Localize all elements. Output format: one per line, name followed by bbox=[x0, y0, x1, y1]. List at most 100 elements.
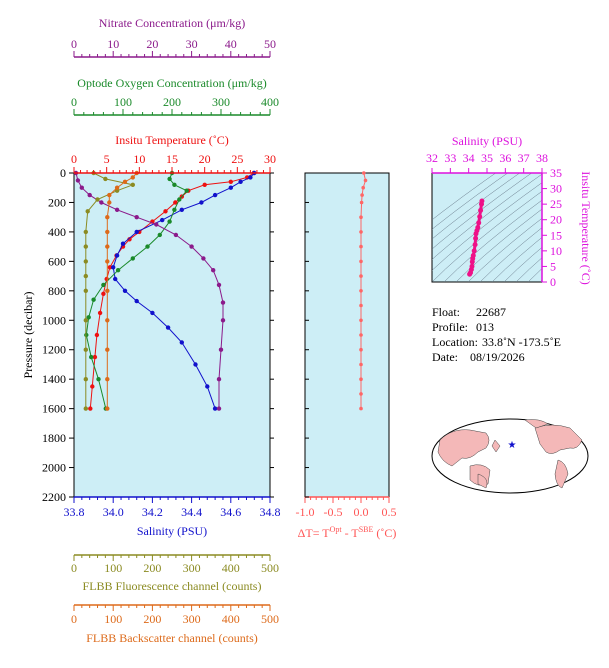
delta-temperature-panel: -1.0 -0.5 0.0 0.5 ΔT= TOpt - TSBE (˚C) bbox=[296, 171, 397, 540]
ts-point bbox=[469, 263, 475, 269]
salinity-point bbox=[120, 241, 126, 246]
temperature-tick-label: 25 bbox=[231, 152, 243, 166]
oxygen-point bbox=[96, 377, 101, 382]
backscatter-axis-title: FLBB Backscatter channel (counts) bbox=[86, 631, 258, 645]
map-land bbox=[437, 419, 583, 489]
temperature-tick-label: 30 bbox=[264, 152, 276, 166]
nitrate-point bbox=[220, 300, 226, 305]
backscatter-tick-label: 200 bbox=[143, 612, 161, 626]
nitrate-point bbox=[189, 244, 194, 249]
oxygen-point bbox=[91, 297, 96, 302]
fluorescence-point bbox=[83, 244, 89, 249]
delta-point bbox=[359, 362, 363, 367]
ts-x-tick-label: 38 bbox=[536, 151, 548, 165]
salinity-tick-label: 33.8 bbox=[64, 505, 85, 519]
temperature-point bbox=[173, 200, 178, 205]
backscatter-tick-label: 0 bbox=[71, 612, 77, 626]
backscatter-tick-label: 300 bbox=[183, 612, 201, 626]
backscatter-point bbox=[105, 347, 110, 352]
ts-point bbox=[471, 248, 477, 254]
nitrate-tick-label: 40 bbox=[225, 37, 237, 51]
temperature-point bbox=[107, 265, 113, 270]
oxygen-line bbox=[85, 172, 188, 409]
fluorescence-tick-label: 400 bbox=[222, 561, 240, 575]
salinity-axis-title: Salinity (PSU) bbox=[137, 524, 207, 538]
ts-y-tick-label: 15 bbox=[550, 228, 562, 242]
ts-point bbox=[476, 220, 482, 226]
density-contour-line bbox=[432, 173, 509, 230]
delta-point bbox=[361, 185, 366, 190]
salinity-point bbox=[238, 179, 243, 184]
ts-y-tick-label: 35 bbox=[550, 166, 562, 180]
temperature-point bbox=[163, 209, 168, 214]
salinity-point bbox=[228, 185, 233, 190]
salinity-point bbox=[111, 265, 116, 270]
backscatter-point bbox=[105, 244, 110, 249]
density-contour-line bbox=[432, 173, 542, 260]
temperature-point bbox=[97, 310, 103, 316]
salinity-point bbox=[134, 298, 139, 304]
delta-point bbox=[359, 215, 363, 219]
pressure-tick-label: 600 bbox=[48, 254, 66, 268]
fluorescence-point bbox=[83, 406, 89, 411]
delta-point bbox=[359, 333, 363, 337]
ts-point bbox=[470, 253, 476, 258]
delta-axis-label: ΔT= TOpt - TSBE (˚C) bbox=[298, 525, 397, 540]
delta-point bbox=[359, 406, 363, 411]
salinity-tick-label: 34.4 bbox=[181, 505, 202, 519]
fluorescence-point bbox=[85, 209, 90, 214]
pressure-tick-label: 400 bbox=[48, 225, 66, 239]
profile-label: Profile: bbox=[432, 320, 468, 334]
salinity-point bbox=[193, 362, 198, 367]
salinity-point bbox=[114, 253, 120, 258]
bottom-axes: 33.8 34.0 34.2 34.4 34.6 34.8 Salinity (PSU) 0 1… bbox=[64, 496, 281, 645]
pressure-axis-label: Pressure (decibar) bbox=[21, 292, 35, 379]
fluorescence-tick-label: 300 bbox=[183, 561, 201, 575]
backscatter-point bbox=[130, 175, 135, 180]
pressure-tick-label: 800 bbox=[48, 284, 66, 298]
nitrate-point bbox=[216, 282, 222, 288]
delta-point bbox=[359, 244, 363, 249]
density-contour-line bbox=[479, 227, 542, 282]
density-contour-line bbox=[432, 173, 533, 250]
oxygen-point bbox=[177, 197, 182, 202]
delta-point bbox=[359, 377, 363, 382]
ts-point bbox=[477, 214, 483, 220]
temperature-point bbox=[88, 406, 93, 411]
density-contour-line bbox=[503, 247, 542, 282]
nitrate-point bbox=[216, 377, 222, 382]
ts-x-tick-label: 33 bbox=[444, 151, 456, 165]
ts-x-tick-label: 36 bbox=[499, 151, 511, 165]
temperature-point bbox=[94, 332, 100, 338]
ts-point bbox=[478, 207, 484, 213]
fluorescence-point bbox=[83, 377, 89, 382]
oxygen-point bbox=[130, 256, 135, 261]
fluorescence-point bbox=[83, 259, 89, 264]
ts-y-tick-label: 10 bbox=[550, 244, 562, 258]
density-contour-line bbox=[432, 190, 542, 282]
temperature-point bbox=[202, 182, 207, 187]
salinity-point bbox=[113, 276, 118, 282]
salinity-tick-label: 34.8 bbox=[260, 505, 281, 519]
temperature-point bbox=[228, 179, 233, 184]
temperature-tick-label: 0 bbox=[71, 152, 77, 166]
pressure-tick-label: 2200 bbox=[42, 490, 66, 504]
float-label: Float: bbox=[432, 305, 460, 319]
nitrate-point bbox=[216, 406, 222, 411]
oxygen-point bbox=[115, 268, 121, 273]
delta-point bbox=[359, 318, 363, 323]
float-info: Float: 22687 Profile: 013 Location: 33.8… bbox=[432, 305, 561, 364]
oxygen-point bbox=[172, 182, 177, 187]
series-nitrate bbox=[73, 170, 226, 411]
temperature-tick-label: 15 bbox=[166, 152, 178, 166]
salinity-point bbox=[160, 217, 165, 223]
oxygen-point bbox=[86, 315, 91, 320]
backscatter-point bbox=[105, 406, 110, 411]
delta-point bbox=[359, 200, 364, 205]
backscatter-point bbox=[107, 200, 112, 205]
delta-point bbox=[362, 171, 366, 175]
oxygen-tick-label: 300 bbox=[212, 95, 230, 109]
temperature-tick-label: 10 bbox=[133, 152, 145, 166]
salinity-point bbox=[122, 288, 128, 293]
